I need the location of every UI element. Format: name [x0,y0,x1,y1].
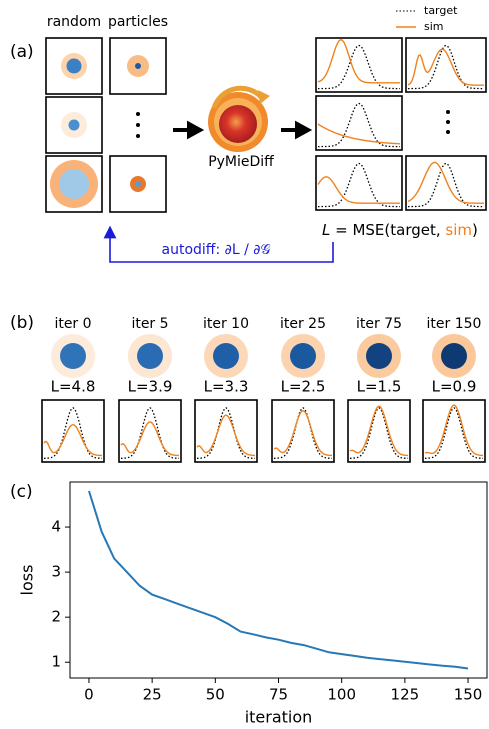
plot-frame [70,482,487,678]
loss-label: L=0.9 [432,378,477,396]
loss-line [89,491,468,669]
y-axis-label: loss [18,565,37,596]
x-axis-label: iteration [245,708,313,727]
legend-label: sim [424,20,444,33]
spectrum-curve [44,425,102,456]
loss-label: L=4.8 [51,378,96,396]
loss-chart: 0 25 50 75 100 125 150 1 2 3 4 iteration loss [18,482,488,727]
spectrum-curve [408,163,484,206]
x-tick-label: 150 [454,686,483,704]
spectrum-box [42,400,104,462]
spectra-grid [316,38,486,210]
spectrum-curve [350,406,408,455]
iteration-label: iter 10 [203,316,249,332]
loss-label: L=2.5 [281,378,326,396]
panel-label: (b) [10,313,34,333]
spectrum-curve [318,103,400,146]
particle-core [290,343,316,369]
y-tick-label: 3 [51,563,61,581]
iteration-strip: iter 0 L=4.8 iter 5 L=3.9 iter 10 L=3.3 iter 2… [42,316,485,462]
particle-core [137,343,163,369]
x-tick-label: 25 [143,686,162,704]
spectrum-curve [425,408,483,458]
y-tick-label: 1 [51,653,61,671]
particle-grid [46,38,166,212]
logo [208,88,270,152]
loss-label: L=3.3 [204,378,249,396]
spectrum-curve [121,422,179,456]
y-tick-label: 2 [51,608,61,626]
spectrum-curve [274,408,332,458]
formula-part: ) [472,221,478,239]
spectrum-curve [318,124,400,144]
particle-core [213,343,239,369]
formula-part: L [322,221,330,239]
x-tick-label: 100 [327,686,356,704]
loss-label: L=1.5 [357,378,402,396]
formula-part: sim [445,221,472,239]
formula: L = MSE(target, sim) [322,221,478,239]
x-tick-label: 50 [206,686,225,704]
particle-core [60,343,86,369]
column-label: particles [108,14,168,30]
iteration-label: iter 150 [427,316,482,332]
iteration-label: iter 25 [280,316,326,332]
particle-core [366,343,392,369]
y-tick-label: 4 [51,518,61,536]
spectrum-curve [350,408,408,458]
spectrum-curve [408,163,484,204]
x-tick-label: 75 [269,686,288,704]
x-tick-label: 0 [84,686,94,704]
spectrum-curve [318,177,400,203]
spectrum-curve [318,163,400,206]
iteration-label: iter 0 [54,316,91,332]
column-label: random [47,14,101,30]
spectrum-curve [425,405,483,455]
particle-core [441,343,467,369]
legend-label: target [424,4,458,17]
spectrum-box [119,400,181,462]
formula-part: = MSE(target, [330,221,445,239]
loss-label: L=3.9 [128,378,173,396]
panel-label: (c) [10,482,33,502]
figure: (a) random particles PyMieDiff target si… [0,0,489,729]
logo-text: PyMieDiff [208,154,274,170]
autodiff-label: autodiff: ∂L / ∂𝒢 [162,242,271,258]
spectrum-curve [274,411,332,456]
iteration-label: iter 75 [356,316,402,332]
spectrum-curve [408,49,484,85]
panel-label: (a) [10,42,34,62]
spectrum-curve [197,415,255,455]
arrow [173,124,200,136]
spectrum-box [195,400,257,462]
spectrum-curve [121,408,179,458]
spectrum-curve [44,408,102,458]
x-tick-label: 125 [391,686,420,704]
iteration-label: iter 5 [131,316,168,332]
arrow [281,124,308,136]
